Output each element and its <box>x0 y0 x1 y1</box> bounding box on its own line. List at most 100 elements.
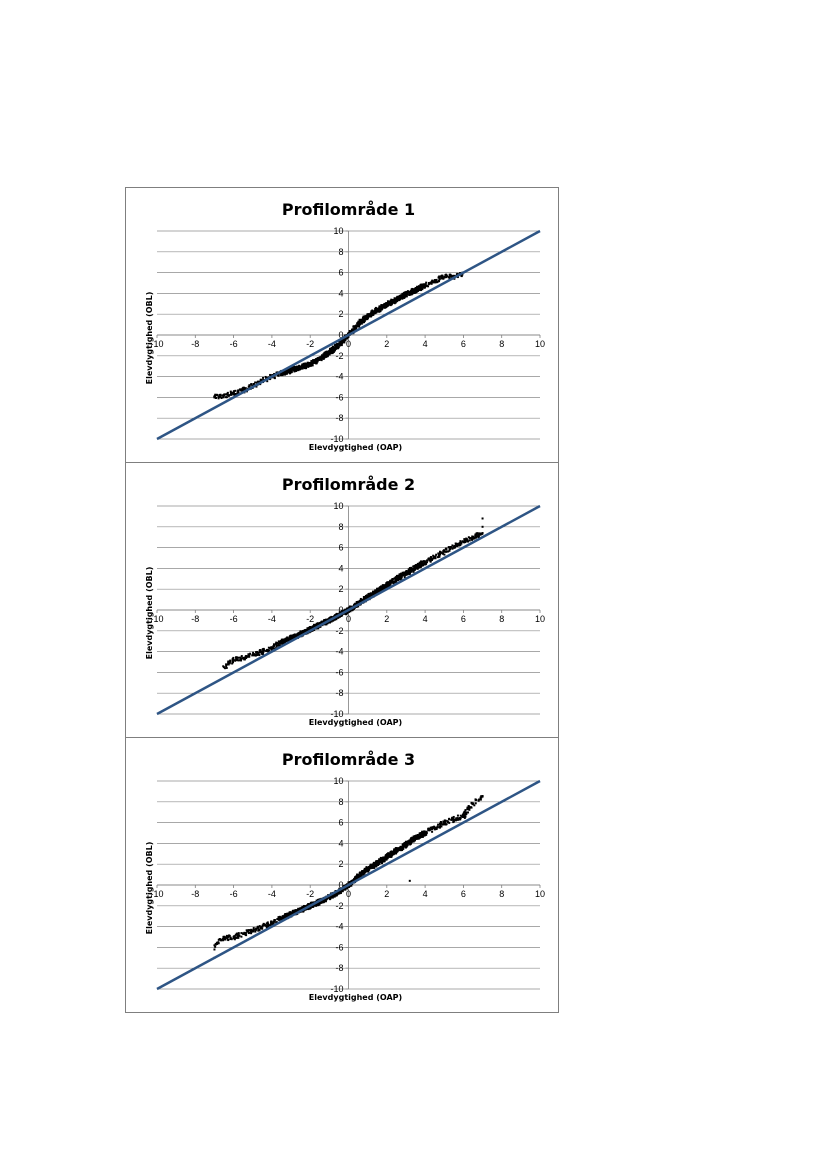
data-point <box>231 658 234 661</box>
data-point <box>329 347 332 350</box>
data-point <box>339 889 342 892</box>
data-point <box>438 278 441 281</box>
data-point <box>479 798 482 801</box>
data-point <box>433 825 436 828</box>
data-point <box>250 930 253 933</box>
x-tick-label: 10 <box>535 339 545 349</box>
data-point <box>441 823 444 826</box>
data-point <box>435 279 438 282</box>
data-point <box>468 806 471 809</box>
data-point <box>295 369 298 372</box>
data-point <box>306 361 309 364</box>
data-point <box>247 655 250 658</box>
data-point <box>313 904 316 907</box>
data-point <box>388 855 391 858</box>
data-point <box>434 826 437 829</box>
data-point <box>379 306 382 309</box>
data-point <box>314 361 317 364</box>
y-tick-label: -8 <box>335 413 343 423</box>
data-point <box>311 901 314 904</box>
data-point <box>241 932 244 935</box>
data-point <box>300 907 303 910</box>
data-point <box>423 830 426 833</box>
data-point <box>401 297 404 300</box>
data-point <box>341 609 344 612</box>
data-point <box>389 300 392 303</box>
data-point <box>327 618 330 621</box>
data-point <box>384 302 387 305</box>
data-point <box>446 820 449 823</box>
data-point <box>213 395 216 398</box>
data-point <box>321 354 324 357</box>
data-point <box>416 562 419 565</box>
data-point <box>427 829 430 832</box>
data-point <box>422 832 425 835</box>
data-point <box>241 657 244 660</box>
data-point <box>407 568 410 571</box>
data-point <box>431 826 434 829</box>
data-point <box>373 312 376 315</box>
data-point <box>369 866 372 869</box>
y-tick-label: -2 <box>335 626 343 636</box>
data-point <box>434 557 437 560</box>
data-point <box>466 806 469 809</box>
data-point <box>258 925 261 928</box>
data-point <box>231 661 234 664</box>
data-point <box>410 842 413 845</box>
data-point <box>398 849 401 852</box>
data-point <box>466 539 469 542</box>
charts-container: Profilområde 1 -10 -10 -8 -8 -6 -6 -4 -4 -2 -2 0 0 2 2… <box>125 187 559 1015</box>
data-point <box>448 549 451 552</box>
x-tick-label: 10 <box>535 614 545 624</box>
data-point <box>461 815 464 818</box>
data-point <box>473 804 476 807</box>
x-tick-label: -4 <box>268 889 276 899</box>
data-point <box>419 285 422 288</box>
data-point <box>366 317 369 320</box>
data-point <box>279 640 282 643</box>
data-point <box>319 900 322 903</box>
data-point <box>244 655 247 658</box>
data-point <box>214 396 217 399</box>
y-tick-label: 10 <box>333 776 343 786</box>
data-point <box>453 544 456 547</box>
x-tick-label: 2 <box>384 339 389 349</box>
data-point <box>412 292 415 295</box>
data-point <box>223 393 226 396</box>
data-point <box>357 874 360 877</box>
data-point <box>325 897 328 900</box>
data-point <box>277 644 280 647</box>
data-point <box>240 932 243 935</box>
data-point <box>261 924 264 927</box>
data-point <box>255 385 258 388</box>
data-point <box>318 621 321 624</box>
data-point <box>340 339 343 342</box>
data-point <box>385 856 388 859</box>
data-point <box>404 573 407 576</box>
data-point <box>336 893 339 896</box>
data-point <box>224 938 227 941</box>
data-point <box>371 313 374 316</box>
data-point <box>451 816 454 819</box>
data-point <box>289 371 292 374</box>
data-point <box>387 852 390 855</box>
data-point <box>413 568 416 571</box>
data-point <box>242 386 245 389</box>
data-point <box>381 862 384 865</box>
y-tick-label: 6 <box>338 268 343 278</box>
data-point <box>464 811 467 814</box>
data-point <box>282 638 285 641</box>
x-tick-label: 2 <box>384 889 389 899</box>
data-point <box>362 319 365 322</box>
data-point <box>439 824 442 827</box>
data-point <box>358 599 361 602</box>
x-tick-label: -8 <box>191 614 199 624</box>
data-point <box>225 934 228 937</box>
data-point <box>440 276 443 279</box>
data-point <box>394 297 397 300</box>
data-point <box>343 339 346 342</box>
data-point <box>290 370 293 373</box>
x-tick-label: 4 <box>423 889 428 899</box>
data-point <box>431 281 434 284</box>
data-point <box>373 866 376 869</box>
